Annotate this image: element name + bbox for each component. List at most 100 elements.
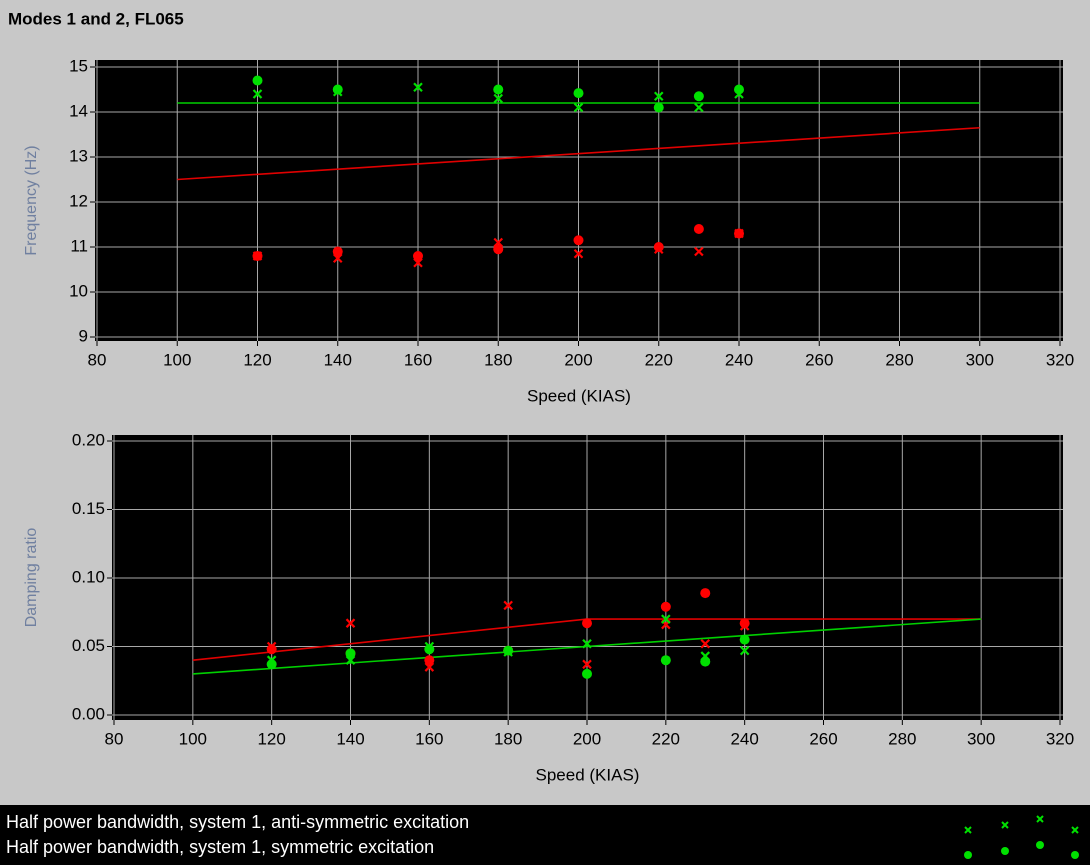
point (693, 224, 704, 234)
x-tick-label: 120 (257, 729, 285, 748)
point (493, 93, 504, 104)
point (413, 251, 423, 261)
point (424, 644, 435, 655)
point (693, 91, 704, 102)
x-tick-label: 180 (494, 729, 522, 748)
point (582, 668, 592, 679)
x-tick-label: 240 (730, 729, 758, 748)
x-tick-label: 280 (885, 350, 913, 369)
point (332, 86, 343, 97)
point (424, 655, 435, 666)
point (700, 638, 711, 649)
x-tick-label: 160 (415, 729, 443, 748)
point (345, 648, 356, 659)
y-tick-label: 10 (69, 281, 88, 300)
point (332, 253, 343, 264)
point (582, 638, 592, 649)
x-tick-label: 80 (88, 350, 107, 369)
y-tick-label: 12 (69, 191, 88, 210)
point (653, 244, 664, 255)
point (739, 621, 750, 631)
x-tick-label: 120 (243, 350, 271, 369)
y-tick-label: 0.00 (72, 704, 105, 723)
point (493, 244, 504, 255)
x-tick-label: 180 (484, 350, 512, 369)
point (413, 257, 423, 268)
point (345, 618, 356, 628)
y-tick-label: 9 (79, 326, 88, 345)
point (660, 601, 671, 612)
point (493, 84, 504, 95)
x-tick-label: 260 (809, 729, 837, 748)
x-tick-label: 280 (888, 729, 916, 748)
y-tick-label: 0.10 (72, 567, 105, 586)
series-line (177, 126, 980, 181)
point (694, 102, 704, 113)
point (573, 102, 584, 113)
x-tick-label: 140 (324, 350, 352, 369)
point (660, 655, 671, 666)
x-tick-label: 220 (652, 729, 680, 748)
point (694, 246, 704, 257)
x-tick-label: 80 (105, 729, 124, 748)
point (734, 228, 744, 239)
point (252, 75, 263, 86)
point (582, 618, 592, 629)
x-tick-label: 100 (163, 350, 191, 369)
point (266, 641, 277, 652)
y-axis-label: Damping ratio (23, 528, 40, 628)
point (413, 82, 423, 93)
y-tick-label: 0.05 (72, 636, 105, 655)
y-tick-label: 0.15 (72, 499, 105, 518)
point (700, 588, 711, 599)
x-axis-label: Speed (KIAS) (527, 386, 631, 405)
point (424, 641, 435, 652)
x-tick-label: 220 (645, 350, 673, 369)
point (573, 248, 584, 259)
y-tick-label: 14 (69, 101, 88, 120)
legend-markers (964, 815, 1079, 834)
point (573, 235, 584, 246)
x-tick-label: 300 (967, 729, 995, 748)
page-title: Modes 1 and 2, FL065 (8, 9, 184, 28)
x-tick-label: 320 (1046, 729, 1074, 748)
x-tick-label: 260 (805, 350, 833, 369)
point (582, 659, 592, 670)
point (424, 662, 435, 672)
x-tick-label: 300 (966, 350, 994, 369)
y-axis-label: Frequency (Hz) (23, 145, 40, 255)
y-tick-label: 15 (69, 56, 88, 75)
point (332, 246, 343, 257)
x-tick-label: 320 (1046, 350, 1074, 369)
x-tick-label: 240 (725, 350, 753, 369)
y-tick-label: 11 (70, 236, 88, 255)
legend-markers (964, 841, 1079, 859)
point (739, 618, 750, 629)
point (252, 89, 263, 99)
point (700, 651, 711, 661)
point (493, 237, 504, 248)
x-tick-label: 100 (179, 729, 207, 748)
point (266, 655, 277, 665)
point (266, 644, 277, 655)
point (734, 89, 744, 99)
point (739, 634, 750, 645)
point (653, 242, 664, 252)
legend-entry: Half power bandwidth, system 1, symmetri… (6, 837, 434, 857)
y-tick-label: 0.20 (72, 430, 105, 449)
x-tick-label: 160 (404, 350, 432, 369)
point (332, 84, 343, 95)
x-tick-label: 140 (336, 729, 364, 748)
point (653, 102, 664, 113)
point (503, 600, 513, 611)
x-tick-label: 200 (573, 729, 601, 748)
point (739, 645, 750, 656)
point (573, 88, 584, 99)
legend-entry: Half power bandwidth, system 1, anti-sym… (6, 812, 469, 832)
x-axis-label: Speed (KIAS) (536, 765, 640, 784)
x-tick-label: 200 (564, 350, 592, 369)
point (653, 91, 664, 102)
point (661, 614, 671, 624)
point (252, 251, 263, 261)
